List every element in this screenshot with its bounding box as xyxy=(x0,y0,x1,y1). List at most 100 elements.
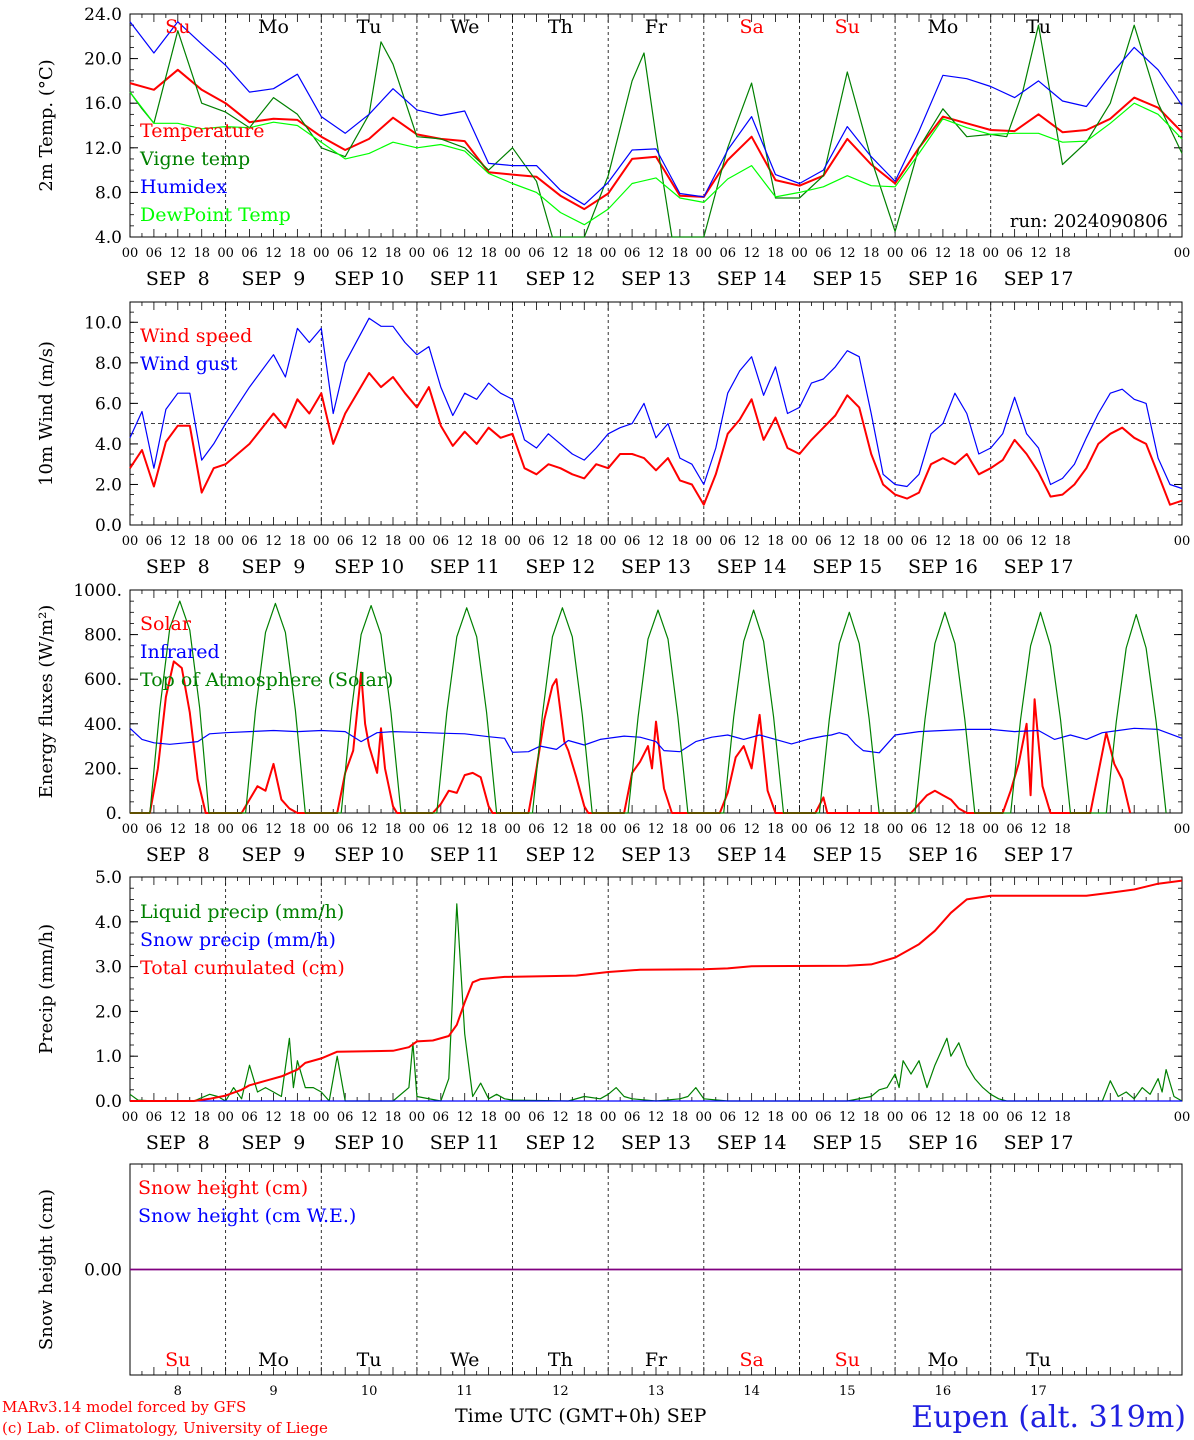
bottom-day-name-label: Th xyxy=(548,1349,573,1371)
bottom-day-number-label: 14 xyxy=(743,1384,760,1399)
panel-2-hour-label: 00 xyxy=(600,534,617,549)
panel-4-hour-label: 06 xyxy=(241,1110,258,1125)
panel-3-legend-entry: Solar xyxy=(140,613,192,635)
panel-4-hour-label: 12 xyxy=(1030,1110,1047,1125)
day-name-label: Su xyxy=(835,16,860,38)
bottom-day-name-label: Su xyxy=(835,1349,860,1371)
panel-4-hour-label: 12 xyxy=(265,1110,282,1125)
panel-2-y-tick-label: 8.0 xyxy=(95,354,122,374)
panel-2-hour-label: 06 xyxy=(815,534,832,549)
panel-2-y-tick-label: 10.0 xyxy=(84,313,122,333)
panel-1-hour-label: 18 xyxy=(576,246,593,261)
panel-2-date-label: SEP 16 xyxy=(908,556,978,578)
panel-3-y-tick-label: 400. xyxy=(84,715,122,735)
panel-4-legend-entry: Total cumulated (cm) xyxy=(140,957,345,979)
panel-1-hour-label: 12 xyxy=(839,246,856,261)
panel-4-date-label: SEP 13 xyxy=(621,1132,691,1154)
panel-3-hour-label: 06 xyxy=(337,822,354,837)
bottom-day-number-label: 16 xyxy=(935,1384,952,1399)
model-credit: MARv3.14 model forced by GFS xyxy=(2,1398,247,1416)
panel-3-hour-label: 18 xyxy=(480,822,497,837)
panel-4-y-tick-label: 4.0 xyxy=(95,913,122,933)
panel-1-hour-label: 00 xyxy=(696,246,713,261)
panel-2-date-label: SEP 9 xyxy=(242,556,306,578)
bottom-day-name-label: Mo xyxy=(927,1349,958,1371)
panel-4-date-label: SEP 16 xyxy=(908,1132,978,1154)
panel-3-hour-label: 18 xyxy=(193,822,210,837)
panel-1-hour-label: 00 xyxy=(122,246,139,261)
panel-2-y-tick-label: 6.0 xyxy=(95,394,122,414)
panel-2-date-label: SEP 17 xyxy=(1004,556,1074,578)
panel-2-date-label: SEP 10 xyxy=(334,556,404,578)
panel-1-y-tick-label: 8.0 xyxy=(95,183,122,203)
bottom-day-name-label: We xyxy=(450,1349,479,1371)
panel-1-hour-label: 12 xyxy=(552,246,569,261)
panel-4-hour-label: 18 xyxy=(193,1110,210,1125)
panel-2-hour-label: 12 xyxy=(743,534,760,549)
panel-4-date-label: SEP 10 xyxy=(334,1132,404,1154)
panel-4-date-label: SEP 11 xyxy=(430,1132,500,1154)
panel-2-hour-label: 06 xyxy=(146,534,163,549)
panel-1-legend-entry: Vigne temp xyxy=(139,148,250,170)
panel-2-hour-label: 00 xyxy=(887,534,904,549)
panel-2-date-label: SEP 13 xyxy=(621,556,691,578)
panel-1-date-label: SEP 17 xyxy=(1004,268,1074,290)
panel-4-hour-label: 06 xyxy=(815,1110,832,1125)
panel-2-hour-label: 00 xyxy=(504,534,521,549)
panel-3-date-label: SEP 10 xyxy=(334,844,404,866)
panel-1-hour-label: 00 xyxy=(504,246,521,261)
panel-1-y-tick-label: 16.0 xyxy=(84,94,122,114)
panel-2-hour-label: 00 xyxy=(122,534,139,549)
panel-3-legend-entry: Top of Atmosphere (Solar) xyxy=(140,669,393,691)
panel-2-date-label: SEP 14 xyxy=(717,556,787,578)
panel-4-hour-label: 06 xyxy=(433,1110,450,1125)
panel-3-hour-label: 00 xyxy=(122,822,139,837)
day-name-label: Mo xyxy=(927,16,958,38)
panel-3-hour-label: 00 xyxy=(600,822,617,837)
panel-3-y-tick-label: 0. xyxy=(106,804,122,824)
panel-2-y-tick-label: 4.0 xyxy=(95,435,122,455)
panel-2-hour-label: 18 xyxy=(289,534,306,549)
panel-3-hour-label: 18 xyxy=(576,822,593,837)
bottom-day-name-label: Mo xyxy=(258,1349,289,1371)
bottom-day-number-label: 15 xyxy=(839,1384,856,1399)
panel-4-hour-label: 06 xyxy=(624,1110,641,1125)
panel-2-hour-label: 06 xyxy=(1006,534,1023,549)
panel-1-date-label: SEP 10 xyxy=(334,268,404,290)
panel-3-hour-label: 06 xyxy=(815,822,832,837)
panel-2-frame xyxy=(129,301,1183,526)
panel-1-hour-label: 00 xyxy=(982,246,999,261)
panel-1-hour-label: 12 xyxy=(456,246,473,261)
panel-3-hour-label: 12 xyxy=(170,822,187,837)
bottom-day-name-label: Tu xyxy=(357,1349,382,1371)
panel-4-legend-entry: Liquid precip (mm/h) xyxy=(140,901,344,923)
panel-2-hour-label: 12 xyxy=(552,534,569,549)
panel-4-date-label: SEP 12 xyxy=(525,1132,595,1154)
panel-3-hour-label: 00 xyxy=(887,822,904,837)
panel-4-hour-label: 18 xyxy=(576,1110,593,1125)
panel-2-hour-label: 00 xyxy=(1174,534,1191,549)
panel-1-hour-label: 12 xyxy=(743,246,760,261)
panel-2-hour-label: 06 xyxy=(337,534,354,549)
panel-2-hour-label: 06 xyxy=(433,534,450,549)
bottom-day-number-label: 9 xyxy=(269,1384,277,1399)
bottom-day-number-label: 11 xyxy=(456,1384,473,1399)
day-name-label: Th xyxy=(548,16,573,38)
panel-3-hour-label: 12 xyxy=(456,822,473,837)
panel-3-date-label: SEP 16 xyxy=(908,844,978,866)
day-name-label: Su xyxy=(165,16,190,38)
panel-3-date-label: SEP 14 xyxy=(717,844,787,866)
panel-2-hour-label: 18 xyxy=(672,534,689,549)
panel-2-date-label: SEP 11 xyxy=(430,556,500,578)
panel-4-hour-label: 12 xyxy=(456,1110,473,1125)
panel-4-hour-label: 00 xyxy=(313,1110,330,1125)
panel-1-hour-label: 06 xyxy=(146,246,163,261)
panel-3-hour-label: 12 xyxy=(361,822,378,837)
panel-1-hour-label: 06 xyxy=(911,246,928,261)
panel-1-y-tick-label: 4.0 xyxy=(95,228,122,248)
bottom-day-name-label: Sa xyxy=(739,1349,763,1371)
panel-4-hour-label: 00 xyxy=(696,1110,713,1125)
panel-3-y-tick-label: 800. xyxy=(84,626,122,646)
panel-4-hour-label: 18 xyxy=(863,1110,880,1125)
